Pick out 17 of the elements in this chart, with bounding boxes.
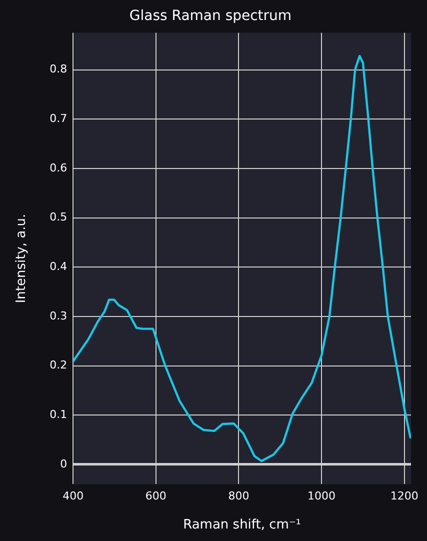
x-tick-label: 600 [145, 490, 166, 503]
x-tick-label: 1000 [308, 490, 336, 503]
y-tick-label: 0.3 [50, 309, 68, 322]
y-tick-label: 0.1 [50, 408, 68, 421]
y-tick-label: 0.7 [50, 112, 68, 125]
x-tick-label: 800 [228, 490, 250, 503]
y-tick-label: 0.6 [50, 161, 68, 174]
chart-title: Glass Raman spectrum [129, 8, 292, 24]
x-tick-label: 400 [62, 490, 84, 503]
y-axis-title: Intensity, a.u. [14, 214, 30, 304]
y-tick-label: 0.8 [50, 62, 68, 76]
y-tick-label: 0.4 [50, 260, 68, 273]
x-tick-label: 1200 [390, 490, 418, 503]
y-tick-label: 0 [60, 457, 68, 470]
x-axis-title: Raman shift, cm⁻¹ [183, 518, 302, 533]
y-tick-label: 0.5 [50, 210, 68, 224]
y-tick-label: 0.2 [50, 358, 68, 372]
